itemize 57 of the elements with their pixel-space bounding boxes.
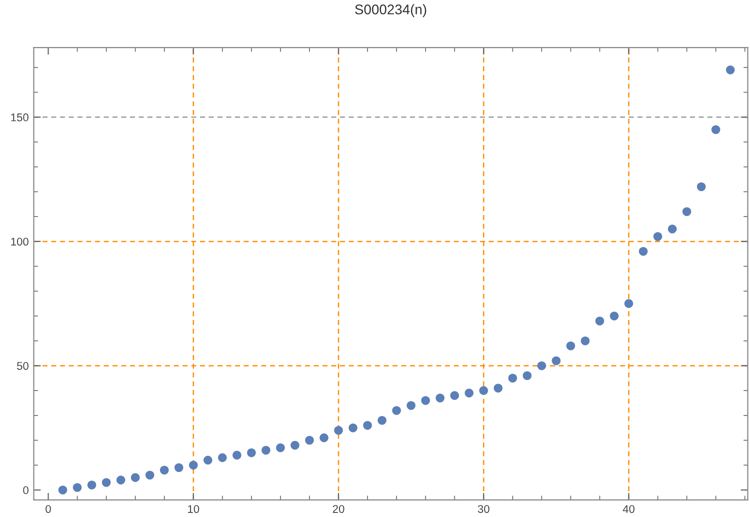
point <box>188 460 198 470</box>
point <box>406 401 416 410</box>
point <box>726 66 735 74</box>
point <box>102 478 111 487</box>
y-tick-label: 50 <box>16 362 28 370</box>
point <box>87 480 96 490</box>
point <box>682 207 692 216</box>
point <box>320 433 328 442</box>
point <box>494 384 503 392</box>
point <box>479 386 488 395</box>
point <box>537 361 546 370</box>
x-tick-label: 40 <box>622 505 634 513</box>
point <box>218 453 227 462</box>
point <box>160 466 169 475</box>
point <box>450 391 459 400</box>
point <box>610 312 619 320</box>
point <box>58 486 68 494</box>
point <box>638 246 648 256</box>
chart-title: S000234(n) <box>355 4 426 18</box>
point <box>552 356 561 366</box>
y-tick-label: 100 <box>11 238 28 246</box>
point <box>145 470 154 480</box>
x-tick-label: 10 <box>188 505 200 513</box>
point <box>130 473 140 482</box>
point <box>522 371 532 380</box>
point <box>436 394 444 402</box>
x-tick-label: 20 <box>332 505 344 513</box>
point <box>305 436 314 445</box>
point <box>334 426 343 435</box>
point <box>378 416 386 425</box>
x-tick-label: 30 <box>478 505 490 513</box>
point <box>711 125 720 134</box>
y-tick-label: 150 <box>11 113 28 122</box>
point <box>363 420 372 430</box>
point <box>232 450 242 460</box>
point <box>464 388 474 398</box>
point <box>290 440 300 450</box>
point <box>508 374 518 383</box>
point <box>276 443 285 452</box>
point <box>348 423 358 432</box>
point <box>262 446 270 455</box>
x-tick-label: 0 <box>46 505 51 513</box>
point <box>566 341 576 350</box>
point <box>174 463 184 472</box>
y-tick-label: 0 <box>23 486 28 494</box>
point <box>392 406 401 415</box>
point <box>247 448 256 458</box>
point <box>595 316 604 326</box>
point <box>204 456 212 465</box>
point <box>421 396 430 405</box>
point <box>624 299 634 308</box>
point <box>116 476 126 484</box>
point <box>668 224 677 234</box>
point <box>696 182 706 192</box>
point <box>72 483 82 492</box>
point <box>653 232 662 241</box>
point <box>580 336 590 346</box>
